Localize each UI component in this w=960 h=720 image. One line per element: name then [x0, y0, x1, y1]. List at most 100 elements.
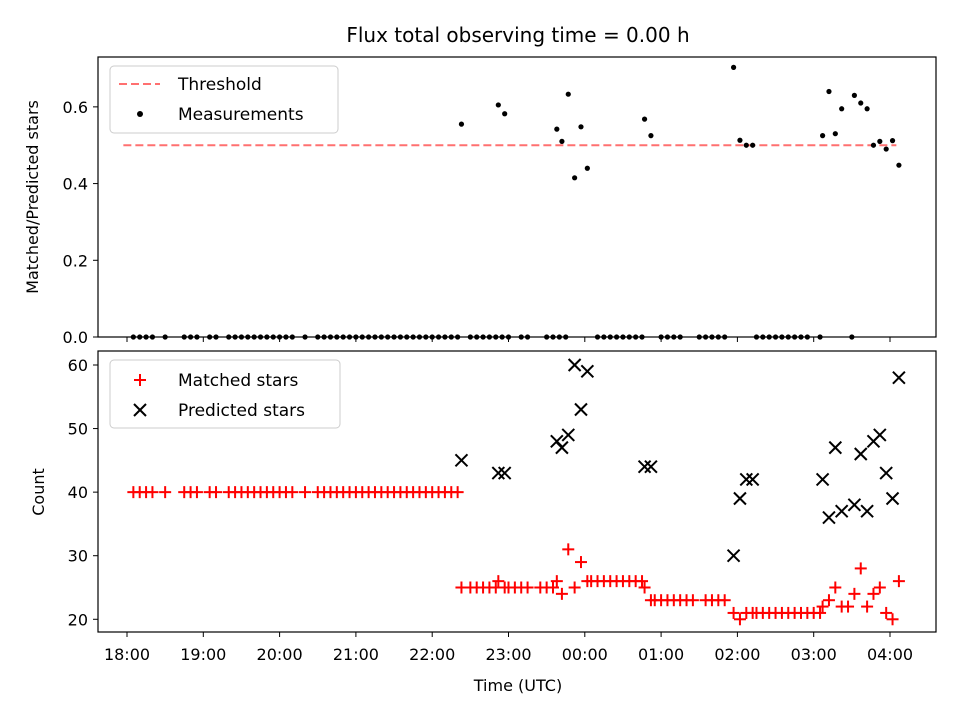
top-y-tick-label: 0.2	[63, 251, 88, 270]
bottom-y-axis-label: Count	[29, 468, 48, 516]
measurement-point	[896, 162, 902, 168]
matched-star-point	[638, 581, 651, 594]
predicted-star-point	[561, 428, 575, 442]
bottom-x-tick-label: 20:00	[257, 645, 303, 664]
matched-star-point	[880, 606, 893, 619]
bottom-x-tick-label: 21:00	[333, 645, 379, 664]
bottom-x-tick-label: 00:00	[562, 645, 608, 664]
predicted-star-point	[574, 402, 588, 417]
measurement-point	[826, 88, 832, 95]
matched-star-point	[286, 486, 299, 499]
measurement-point	[648, 133, 654, 139]
matched-star-point	[146, 486, 159, 499]
top-y-tick-label: 0.0	[63, 328, 88, 347]
matched-star-point	[829, 581, 842, 594]
predicted-star-point	[497, 466, 512, 480]
predicted-star-point	[555, 440, 569, 455]
legend-threshold-label: Threshold	[177, 75, 262, 95]
bottom-y-tick-label: 40	[68, 483, 88, 502]
legend-measurements-label: Measurements	[178, 105, 304, 125]
measurement-point	[584, 165, 590, 171]
chart-title: Flux total observing time = 0.00 h	[346, 23, 689, 47]
matched-star-point	[854, 562, 867, 575]
matched-star-point	[814, 606, 827, 619]
measurement-point	[641, 116, 648, 122]
top-y-tick-label: 0.4	[63, 175, 88, 194]
matched-star-point	[636, 575, 649, 588]
measurement-point	[851, 92, 857, 98]
matched-star-point	[867, 587, 880, 600]
matched-star-point	[521, 581, 534, 594]
bottom-x-tick-label: 18:00	[104, 645, 150, 664]
bottom-plot: 20 30 40 50 60 18:00 19:00 20:00 21:00 22:00 23:00…	[29, 350, 937, 695]
predicted-star-point	[828, 440, 843, 455]
predicted-star-point	[726, 549, 741, 563]
predicted-star-point	[644, 459, 658, 474]
top-data-layer	[123, 64, 902, 340]
predicted-star-point	[834, 504, 849, 518]
matched-star-point	[492, 575, 505, 588]
bottom-legend: Matched stars Predicted stars	[109, 359, 341, 429]
predicted-star-point	[454, 453, 469, 468]
matched-star-point	[873, 581, 886, 594]
predicted-star-point	[892, 370, 906, 385]
bottom-plot-frame	[97, 350, 937, 633]
measurement-point	[565, 91, 571, 97]
measurement-point	[858, 100, 864, 106]
bottom-x-tick-label: 02:00	[714, 645, 760, 664]
x-axis-label: Time (UTC)	[473, 676, 562, 695]
predicted-star-point	[567, 358, 582, 372]
measurement-point	[572, 175, 578, 181]
matched-star-point	[562, 543, 575, 556]
measurement-point	[502, 111, 508, 117]
predicted-star-point	[491, 466, 506, 480]
bottom-y-tick-label: 30	[68, 547, 88, 566]
predicted-star-point	[860, 504, 874, 518]
predicted-star-point	[815, 472, 830, 487]
predicted-star-point	[873, 428, 887, 442]
legend-predicted-swatch	[133, 403, 147, 417]
top-plot-frame	[97, 56, 937, 338]
measurement-point	[864, 106, 870, 112]
predicted-star-point	[847, 498, 862, 512]
measurement-point	[578, 124, 584, 130]
matched-star-point	[210, 486, 223, 499]
bottom-data-layer	[127, 358, 906, 626]
matched-star-point	[886, 613, 899, 626]
legend-measurements-swatch	[137, 111, 143, 117]
matched-star-point	[686, 594, 699, 607]
measurement-point	[870, 142, 877, 148]
predicted-star-point	[885, 491, 900, 506]
top-legend-box	[109, 65, 339, 134]
matched-star-point	[190, 486, 203, 499]
measurement-point	[877, 138, 883, 144]
measurement-point	[839, 106, 845, 112]
predicted-star-point	[745, 472, 760, 487]
predicted-star-point	[854, 447, 868, 461]
measurement-point	[559, 138, 565, 144]
top-axis-ticks: 0.0 0.2 0.4 0.6	[63, 98, 891, 347]
bottom-x-tick-label: 03:00	[791, 645, 837, 664]
bottom-y-tick-label: 50	[68, 420, 88, 439]
measurement-point	[458, 121, 465, 127]
matched-star-point	[299, 486, 312, 499]
matched-star-point	[555, 587, 568, 600]
measurement-point	[883, 146, 889, 152]
measurement-point	[832, 131, 838, 137]
measurement-point	[737, 137, 743, 143]
legend-predicted-label: Predicted stars	[178, 401, 305, 421]
legend-matched-swatch	[134, 374, 146, 386]
bottom-x-tick-label: 01:00	[638, 645, 684, 664]
matched-star-point	[822, 594, 835, 607]
top-legend: Threshold Measurements	[109, 65, 339, 134]
bottom-x-tick-label: 23:00	[485, 645, 531, 664]
matched-star-point	[842, 600, 855, 613]
matched-star-point	[574, 556, 587, 569]
bottom-x-tick-label: 19:00	[180, 645, 226, 664]
measurement-point	[730, 64, 737, 70]
matched-star-point	[861, 600, 874, 613]
matched-star-point	[547, 581, 560, 594]
legend-matched-label: Matched stars	[178, 371, 298, 391]
predicted-star-point	[733, 491, 747, 506]
